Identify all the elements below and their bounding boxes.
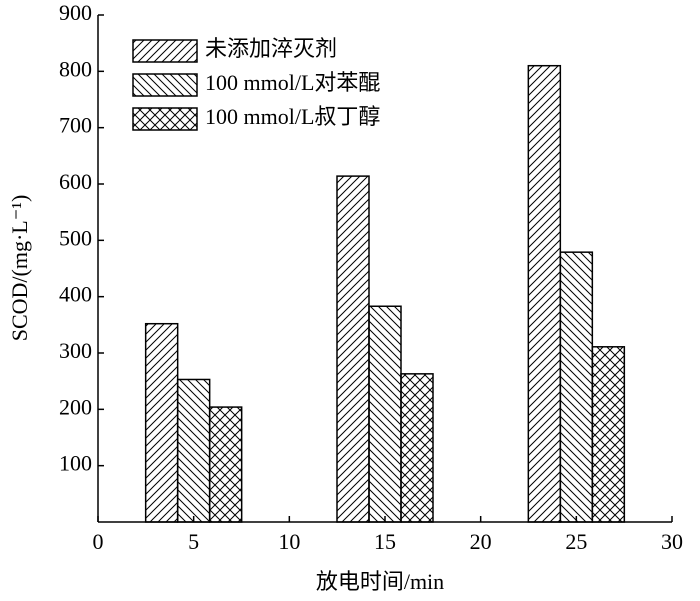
y-axis-label: SCOD/(mg·L⁻¹) <box>7 195 32 342</box>
legend-swatch <box>132 107 198 131</box>
bar <box>144 322 179 523</box>
y-tick-label: 100 <box>59 451 92 476</box>
y-tick-label: 400 <box>59 282 92 307</box>
x-tick-label: 15 <box>374 529 396 554</box>
x-tick-label: 0 <box>93 529 104 554</box>
legend-label: 100 mmol/L对苯醌 <box>205 70 380 95</box>
bar <box>559 251 594 523</box>
bar <box>208 406 243 523</box>
bar <box>591 346 626 523</box>
y-tick-label: 600 <box>59 169 92 194</box>
legend-label: 未添加淬灭剂 <box>205 36 337 61</box>
bar <box>176 378 211 523</box>
y-tick-label: 300 <box>59 338 92 363</box>
y-tick-label: 700 <box>59 113 92 138</box>
bar <box>368 305 402 523</box>
x-axis-label: 放电时间/min <box>316 569 444 594</box>
y-tick-label: 800 <box>59 56 92 81</box>
bar <box>336 175 370 523</box>
bar <box>527 64 562 523</box>
x-tick-label: 5 <box>188 529 199 554</box>
x-tick-label: 30 <box>661 529 683 554</box>
bar <box>400 373 434 523</box>
legend-swatch <box>132 39 198 63</box>
y-tick-label: 200 <box>59 394 92 419</box>
x-tick-label: 10 <box>278 529 300 554</box>
x-tick-label: 25 <box>565 529 587 554</box>
legend-label: 100 mmol/L叔丁醇 <box>205 104 380 129</box>
legend-swatch <box>132 73 198 97</box>
y-tick-label: 500 <box>59 225 92 250</box>
x-tick-label: 20 <box>470 529 492 554</box>
y-tick-label: 900 <box>59 0 92 25</box>
